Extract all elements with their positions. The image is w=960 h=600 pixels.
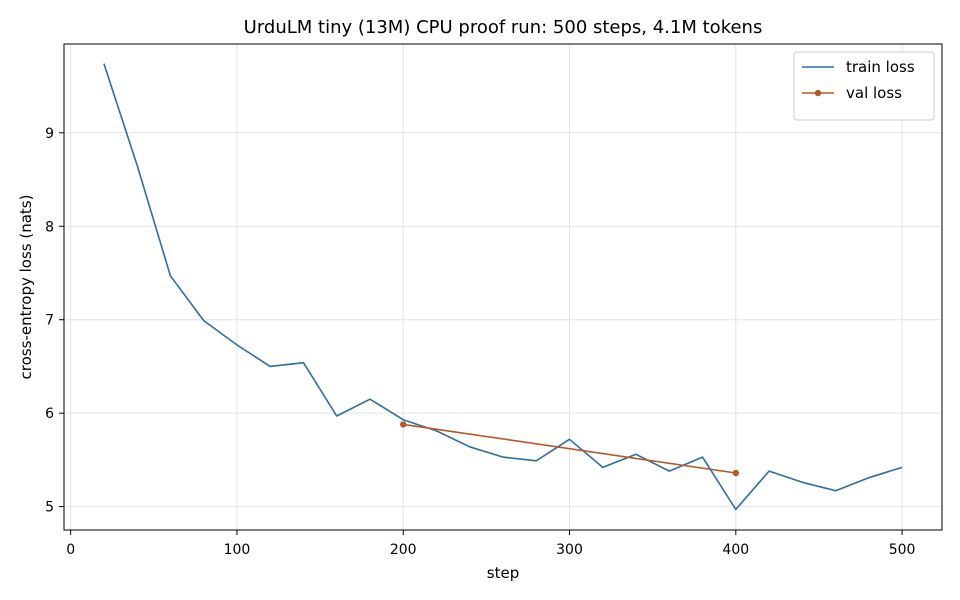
grid-lines [64, 44, 942, 530]
x-tick-label: 300 [556, 542, 583, 558]
series-layer [103, 63, 903, 511]
x-tick-label: 0 [66, 542, 75, 558]
legend: train loss val loss [793, 51, 935, 121]
x-tick-label: 100 [224, 542, 251, 558]
x-tick-label: 400 [722, 542, 749, 558]
val-loss-point [400, 421, 407, 428]
x-tick-label: 500 [889, 542, 916, 558]
y-tick-label: 5 [45, 500, 54, 516]
x-axis-label: step [487, 564, 519, 582]
legend-label-val-loss: val loss [846, 84, 902, 102]
legend-marker-val-loss [814, 89, 822, 97]
val-loss-point [732, 469, 740, 477]
legend-label-train-loss: train loss [846, 58, 915, 76]
y-axis-label: cross-entropy loss (nats) [17, 195, 35, 380]
y-tick-label: 9 [45, 126, 54, 142]
legend-box [793, 51, 935, 121]
y-tick-label: 8 [45, 219, 54, 235]
axis-ticks: 0 100 200 300 400 500 5 6 7 8 9 [45, 126, 915, 558]
axes-frame [63, 43, 943, 531]
x-tick-label: 200 [390, 542, 417, 558]
y-tick-label: 7 [45, 313, 54, 329]
y-tick-label: 6 [45, 406, 54, 422]
train-loss-line [103, 63, 903, 511]
val-loss-line [403, 423, 736, 474]
chart-title: UrduLM tiny (13M) CPU proof run: 500 ste… [244, 17, 763, 38]
